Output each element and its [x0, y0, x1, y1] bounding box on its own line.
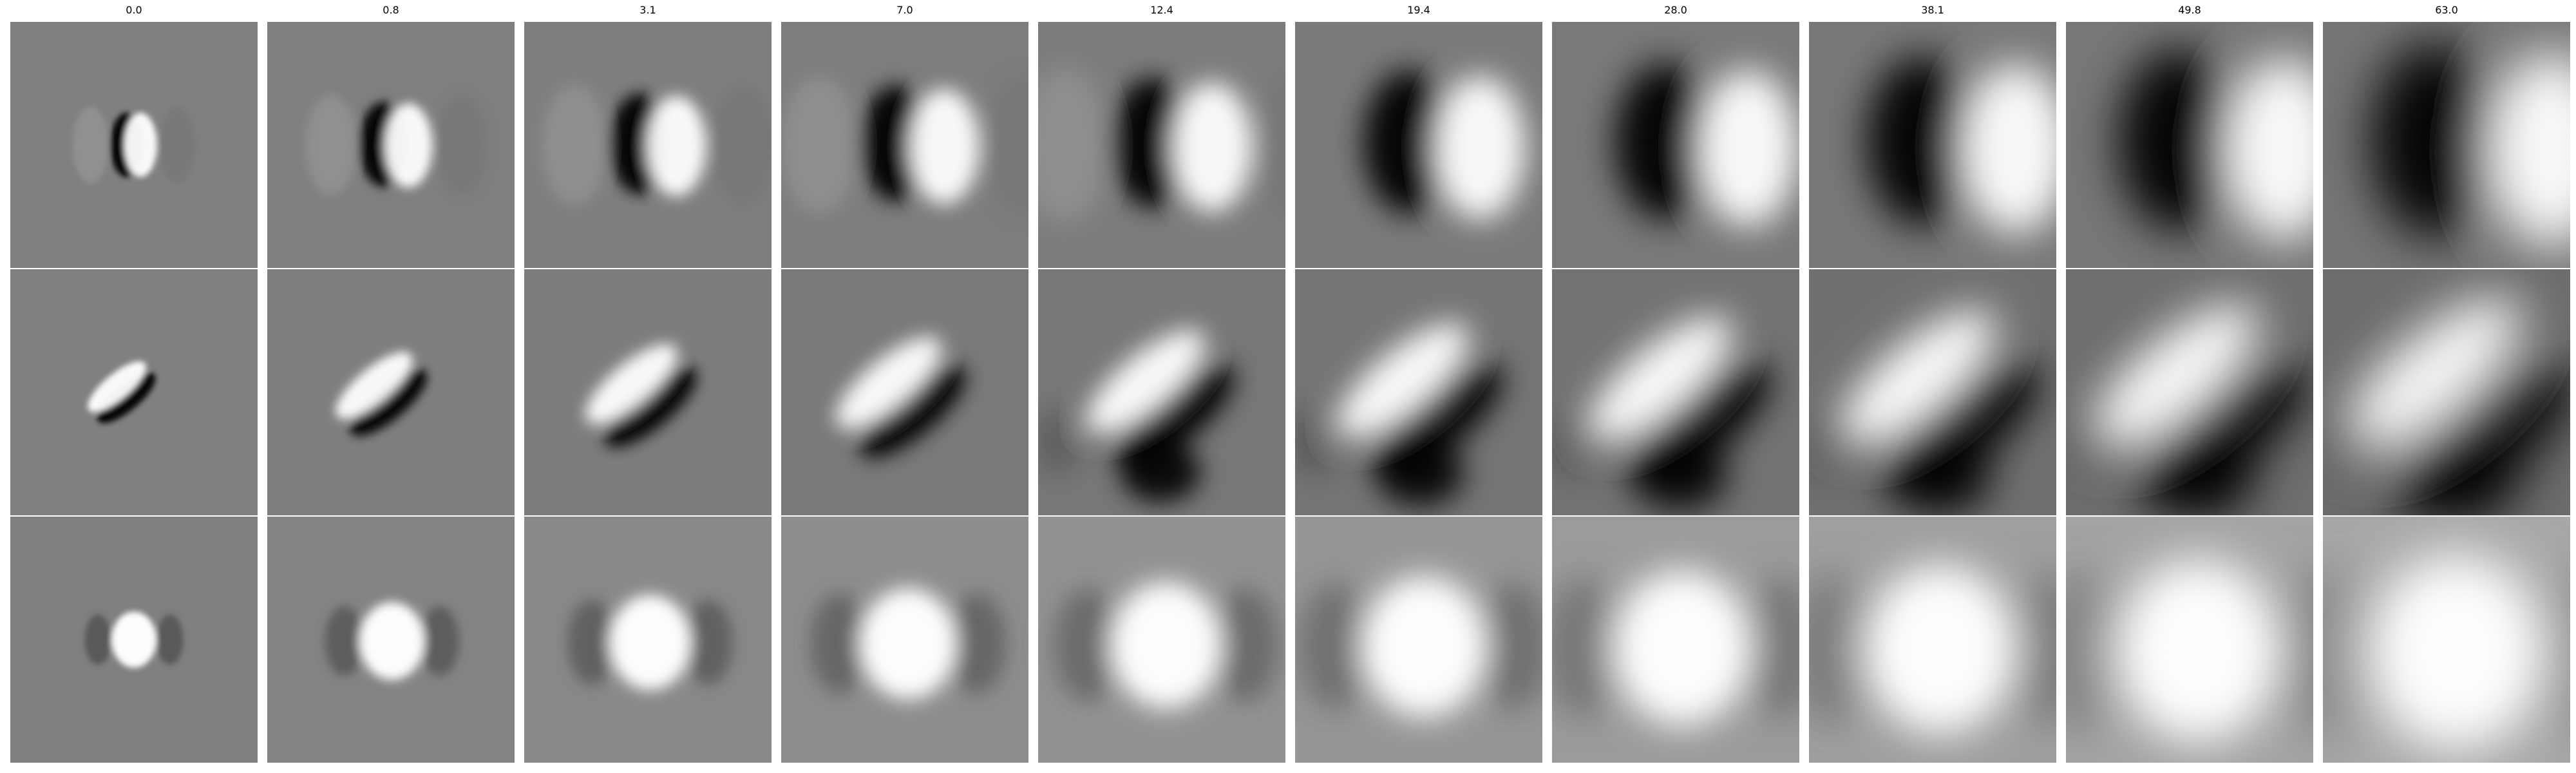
- filter-tile-horizontal-dipole: [10, 22, 258, 268]
- filter-tile-central-blob: [1295, 517, 1542, 763]
- filter-tile-central-blob: [524, 517, 772, 763]
- filter-tile-horizontal-dipole: [267, 22, 515, 268]
- column-label: 63.0: [2435, 4, 2458, 16]
- filter-tile-horizontal-dipole: [1809, 22, 2056, 268]
- filter-tile-diagonal-dipole: [2323, 269, 2570, 515]
- filter-tile-diagonal-dipole: [2066, 269, 2313, 515]
- filter-tile-horizontal-dipole: [1552, 22, 1799, 268]
- filter-tile-horizontal-dipole: [2323, 22, 2570, 268]
- filter-tile-central-blob: [2066, 517, 2313, 763]
- filter-tile-diagonal-dipole: [1038, 269, 1285, 515]
- filter-tile-horizontal-dipole: [781, 22, 1028, 268]
- filter-tile-diagonal-dipole: [524, 269, 772, 515]
- filter-tile-central-blob: [10, 517, 258, 763]
- column-label: 3.1: [639, 4, 656, 16]
- filter-tile-central-blob: [267, 517, 515, 763]
- column-label: 0.8: [383, 4, 399, 16]
- filter-tile-central-blob: [1038, 517, 1285, 763]
- filter-tile-diagonal-dipole: [267, 269, 515, 515]
- column-label: 0.0: [126, 4, 142, 16]
- filter-tile-central-blob: [781, 517, 1028, 763]
- filter-tile-diagonal-dipole: [1552, 269, 1799, 515]
- column-label: 38.1: [1921, 4, 1944, 16]
- filter-tile-horizontal-dipole: [524, 22, 772, 268]
- filter-tile-central-blob: [1809, 517, 2056, 763]
- column-label: 19.4: [1407, 4, 1430, 16]
- filter-tile-horizontal-dipole: [1038, 22, 1285, 268]
- column-label: 49.8: [2178, 4, 2201, 16]
- column-label: 28.0: [1664, 4, 1687, 16]
- filter-tile-diagonal-dipole: [781, 269, 1028, 515]
- column-label: 7.0: [896, 4, 913, 16]
- column-label: 12.4: [1150, 4, 1173, 16]
- filter-tile-horizontal-dipole: [1295, 22, 1542, 268]
- filter-tile-central-blob: [2323, 517, 2570, 763]
- filter-tile-diagonal-dipole: [1809, 269, 2056, 515]
- filter-tile-diagonal-dipole: [10, 269, 258, 515]
- filter-tile-diagonal-dipole: [1295, 269, 1542, 515]
- filter-tile-horizontal-dipole: [2066, 22, 2313, 268]
- filter-tile-central-blob: [1552, 517, 1799, 763]
